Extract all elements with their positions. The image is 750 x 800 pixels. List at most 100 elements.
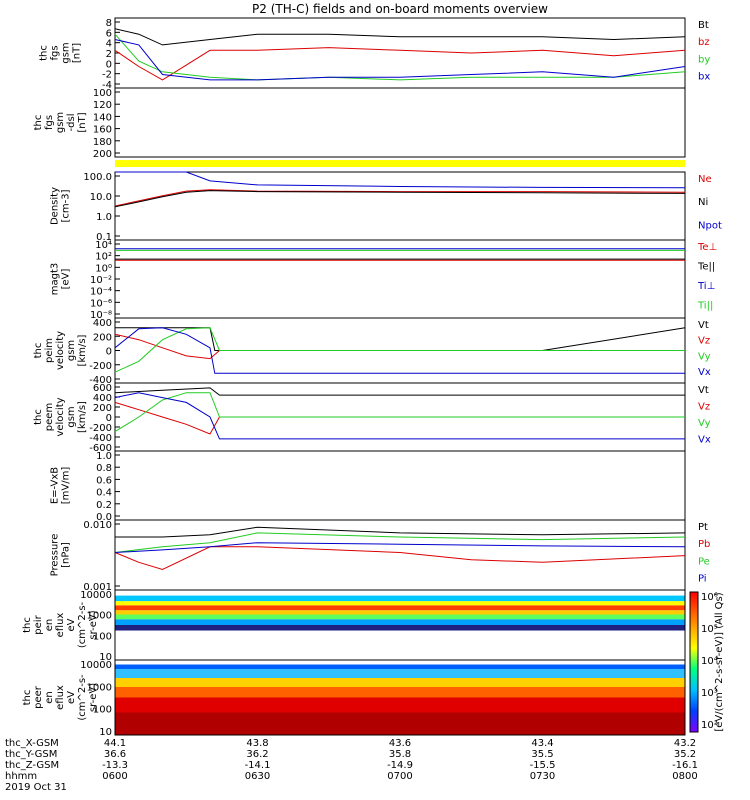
ylabel-line: magt3 (50, 263, 61, 296)
ytick-label: 0 (106, 347, 112, 358)
series-line-Pi (114, 542, 686, 553)
ylabel-line: en (44, 619, 55, 632)
xaxis-tick-x_gsm: 43.4 (531, 738, 553, 749)
ylabel-line: fgs (44, 115, 55, 130)
panel-peem-velocity: thcpeemvelocitygsm[km/s] 6004002000-200-4… (33, 382, 711, 454)
legend-Vz: Vz (698, 402, 710, 413)
ytick-label: 2 (106, 49, 112, 60)
series-line-Vz (114, 333, 685, 360)
xaxis-tick-y_gsm: 36.6 (104, 749, 126, 760)
xaxis-tick-hhmm: 0700 (387, 771, 412, 782)
panel-frame (114, 450, 686, 521)
xaxis-date: 2019 Oct 31 (5, 782, 67, 793)
xaxis-tick-hhmm: 0730 (530, 771, 555, 782)
xaxis-tick-y_gsm: 35.8 (389, 749, 411, 760)
xaxis-tick-z_gsm: -14.9 (387, 760, 413, 771)
ytick-label: -2 (102, 70, 112, 81)
xaxis-tick-z_gsm: -15.5 (530, 760, 556, 771)
ylabel-peim-velocity: thcpeimvelocitygsm[km/s] (33, 331, 88, 370)
xaxis-row-label: thc_X-GSM (5, 738, 59, 749)
ytick-label: 160 (93, 125, 112, 136)
ytick-label: 0.0 (96, 512, 112, 523)
ytick-label: 6 (106, 28, 112, 39)
spectrogram-band (115, 712, 685, 735)
ylabel-line: eV (66, 691, 77, 704)
ylabel-line: eV (66, 618, 77, 631)
spectrogram-band (115, 619, 685, 625)
colorbar-tick-label: 10⁴ (701, 656, 718, 667)
ytick-label: 180 (93, 137, 112, 148)
series-line-Bt (114, 28, 686, 46)
ytick-label: 0.001 (83, 582, 112, 593)
spectrogram-band (115, 610, 685, 615)
ytick-label: 100 (93, 631, 112, 642)
ylabel-line: peim (44, 338, 55, 363)
panel-frame (114, 171, 686, 241)
xaxis-row-label: thc_Y-GSM (5, 749, 57, 760)
ylabel-fgs-dsl: thcfgsgsm-dsl[nT] (33, 112, 88, 133)
ylabel-fgs: thcfgsgsm[nT] (39, 42, 83, 63)
legend-Pi: Pi (698, 573, 707, 584)
ytick-label: 10⁻⁴ (90, 287, 112, 298)
ylabel-line: peem (44, 403, 55, 431)
ylabel-line: [eV] (61, 269, 72, 290)
ytick-label: 1000 (87, 682, 112, 693)
legend-Pe: Pe (698, 556, 710, 567)
ytick-label: 1000 (87, 611, 112, 622)
colorbar-tick-label: 10² (701, 720, 718, 731)
ylabel-peer-spectrogram: thcpeerenefluxeV(cm^2-s-sr-eV) (22, 674, 99, 721)
series-line-Vx (114, 392, 685, 440)
series-line-Vy (114, 392, 685, 433)
ytick-label: 0 (106, 413, 112, 424)
series-line-Vz (114, 401, 685, 435)
ylabel-line: velocity (55, 397, 66, 436)
ytick-label: 8 (106, 18, 112, 29)
legend-Ne: Ne (698, 174, 712, 185)
ytick-label: 0.8 (96, 463, 112, 474)
ytick-label: 10000 (80, 660, 112, 671)
panel-pressure: Pressure[nPa] 0.010 0.001 Pt Pb Pe Pi (50, 519, 710, 593)
xaxis-tick-y_gsm: 35.2 (674, 749, 696, 760)
ylabel-line: (cm^2-s- (77, 601, 88, 648)
spectrogram-band (115, 625, 685, 631)
xaxis-tick-z_gsm: -16.1 (672, 760, 698, 771)
spectrogram-band (115, 590, 685, 596)
ylabel-line: Pressure (50, 534, 61, 577)
xaxis-tick-hhmm: 0800 (672, 771, 697, 782)
ytick-label: 10 (99, 727, 112, 738)
panel-frame (114, 659, 686, 736)
spectrogram-band (115, 614, 685, 620)
xaxis-tick-hhmm: 0600 (102, 771, 127, 782)
ytick-label: 10⁻⁶ (90, 298, 112, 309)
series-line-Vt (114, 387, 685, 396)
legend-Bt: Bt (698, 20, 709, 31)
ylabel-line: velocity (55, 331, 66, 370)
ytick-label: -200 (89, 423, 112, 434)
ylabel-line: [nT] (77, 112, 88, 132)
ylabel-line: gsm (55, 112, 66, 133)
ylabel-line: peer (33, 685, 44, 709)
ylabel-line: thc (22, 690, 33, 706)
series-line-Ne (114, 189, 686, 207)
legend-bz: bz (698, 37, 710, 48)
ytick-label: 600 (93, 383, 112, 394)
spectrogram-band (115, 678, 685, 687)
legend-Vz: Vz (698, 336, 710, 347)
spectrogram-band (115, 595, 685, 602)
legend-Vt: Vt (698, 385, 709, 396)
ytick-label: 0.6 (96, 475, 112, 486)
xaxis-tick-x_gsm: 43.6 (389, 738, 411, 749)
ylabel-efield: E=-VxB[mV/m] (50, 467, 72, 505)
ytick-label: 200 (93, 332, 112, 343)
ylabel-line: sr-eV) (88, 683, 99, 712)
ytick-label: 10.0 (90, 192, 112, 203)
ylabel-line: eflux (55, 685, 66, 710)
xaxis-row-label: thc_Z-GSM (5, 760, 59, 771)
ytick-label: 0.010 (83, 520, 112, 531)
xaxis-tick-x_gsm: 44.1 (104, 738, 126, 749)
spectrogram-band (115, 664, 685, 669)
ylabel-peem-velocity: thcpeemvelocitygsm[km/s] (33, 397, 88, 436)
ytick-label: 0.4 (96, 488, 112, 499)
